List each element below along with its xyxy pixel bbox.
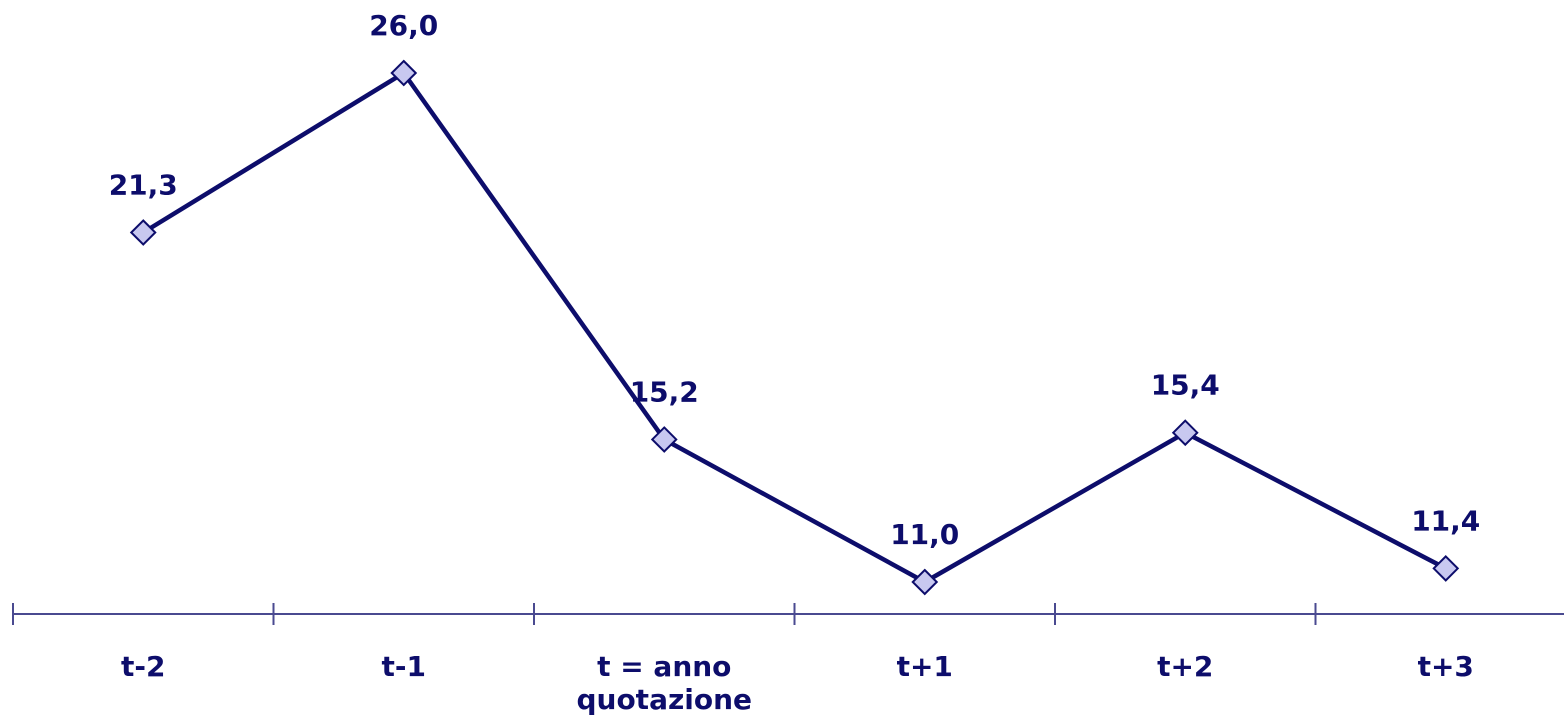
data-label: 26,0 <box>369 9 438 42</box>
data-label: 11,0 <box>890 518 959 551</box>
x-tick-label: t+2 <box>1157 650 1213 683</box>
series-line <box>142 70 1447 585</box>
x-tick-label: t+1 <box>897 650 953 683</box>
data-point-marker <box>1432 555 1460 582</box>
x-tick-label: t-1 <box>382 650 427 683</box>
data-point-marker <box>129 219 157 246</box>
data-point-marker <box>650 426 678 453</box>
data-point-marker <box>1171 419 1199 447</box>
x-tick-label: t-2 <box>121 650 166 683</box>
data-label-group: 21,3 26,0 15,2 11,0 15,4 11,4 <box>109 9 1481 551</box>
marker-group <box>129 59 1460 596</box>
x-tick-label: t = anno quotazione <box>576 650 752 716</box>
series-line-group <box>142 70 1447 585</box>
x-tick-label: t+3 <box>1418 650 1474 683</box>
data-point-marker <box>390 59 418 87</box>
x-axis <box>12 603 1564 625</box>
data-label: 15,4 <box>1151 369 1220 402</box>
x-tick-label-group: t-2 t-1 t = anno quotazione t+1 t+2 t+3 <box>121 650 1474 716</box>
data-point-marker <box>911 568 939 596</box>
data-label: 11,4 <box>1411 504 1480 537</box>
data-label: 15,2 <box>630 375 699 408</box>
data-label: 21,3 <box>109 168 178 201</box>
